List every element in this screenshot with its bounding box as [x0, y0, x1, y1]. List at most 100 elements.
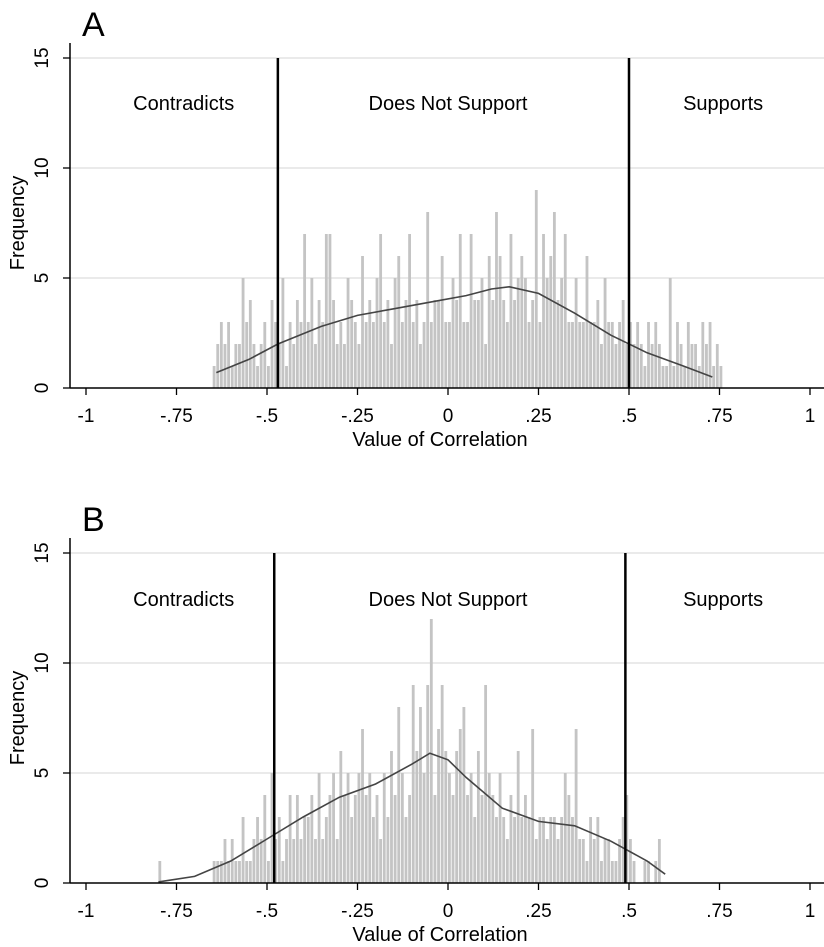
histogram-bar	[552, 817, 556, 883]
histogram-bar	[281, 278, 285, 388]
histogram-bar	[292, 344, 296, 388]
histogram-bar	[234, 861, 238, 883]
histogram-bar	[321, 839, 325, 883]
region-label: Supports	[683, 589, 763, 611]
histogram-bar	[694, 344, 697, 388]
histogram-bar	[429, 322, 433, 388]
histogram-bar	[607, 839, 611, 883]
histogram-bar	[455, 751, 459, 883]
histogram-bar	[625, 795, 629, 883]
histogram-bar	[560, 817, 564, 883]
histogram-bar	[592, 839, 596, 883]
histogram-bar	[335, 344, 339, 388]
histogram-bar	[270, 773, 274, 883]
histogram-bar	[415, 300, 419, 388]
histogram-bar	[603, 278, 607, 388]
histogram-bar	[603, 839, 607, 883]
x-tick-label: -.5	[256, 901, 278, 922]
histogram-bar	[400, 773, 404, 883]
histogram-bar	[502, 300, 506, 388]
histogram-bar	[534, 190, 538, 388]
histogram-bar	[328, 234, 332, 388]
histogram-bar	[274, 322, 278, 388]
histogram-bar	[589, 322, 592, 388]
histogram-bar	[596, 817, 600, 883]
histogram-bar	[422, 773, 426, 883]
histogram-bar	[621, 300, 625, 388]
histogram-bar	[600, 861, 603, 883]
x-tick-label: -.25	[341, 901, 374, 922]
y-axis-label: Frequency	[7, 671, 29, 766]
histogram-bar	[212, 366, 216, 388]
histogram-bar	[549, 817, 553, 883]
histogram-bar	[404, 300, 408, 388]
histogram-bar	[458, 729, 462, 883]
histogram-bar	[415, 751, 419, 883]
histogram-bar	[712, 366, 716, 388]
histogram-bar	[411, 322, 415, 388]
histogram-bar	[487, 773, 491, 883]
histogram-bar	[400, 322, 404, 388]
histogram-bar	[469, 773, 473, 883]
histogram-bar	[364, 795, 368, 883]
histogram-bar	[719, 366, 723, 388]
histogram-bar	[357, 344, 361, 388]
histogram-bar	[516, 751, 520, 883]
histogram-bar	[614, 861, 618, 883]
histogram-bar	[223, 344, 227, 388]
histogram-bar	[310, 278, 314, 388]
histogram-bar	[643, 366, 647, 388]
histogram-bar	[567, 795, 571, 883]
histogram-bar	[513, 817, 516, 883]
histogram-bar	[259, 839, 263, 883]
x-axis-label: Value of Correlation	[352, 429, 527, 451]
histogram-bar	[238, 861, 241, 883]
histogram-bar	[433, 300, 437, 388]
histogram-bar	[267, 366, 270, 388]
panel-label: B	[82, 501, 105, 539]
histogram-bar	[339, 751, 343, 883]
histogram-bar	[357, 773, 361, 883]
histogram-bar	[715, 344, 719, 388]
histogram-bar	[683, 366, 687, 388]
x-tick-label: 1	[805, 901, 816, 922]
x-tick-label: .25	[525, 406, 551, 427]
histogram-bar	[245, 322, 249, 388]
histogram-bar	[212, 861, 216, 883]
histogram-bar	[505, 839, 509, 883]
histogram-bar	[285, 366, 288, 388]
histogram-bar	[581, 839, 585, 883]
histogram-bar	[364, 322, 368, 388]
histogram-bar	[368, 773, 372, 883]
histogram-bar	[270, 300, 274, 388]
histogram-bar	[473, 300, 477, 388]
histogram-bar	[299, 322, 303, 388]
histogram-bar	[346, 773, 350, 883]
x-tick-label: 1	[805, 406, 816, 427]
histogram-bar	[306, 817, 310, 883]
region-label: Does Not Support	[369, 93, 528, 115]
histogram-bar	[484, 685, 488, 883]
histogram-bar	[448, 322, 451, 388]
histogram-bar	[538, 322, 542, 388]
y-tick-label: 0	[32, 383, 53, 394]
histogram-bar	[440, 685, 444, 883]
region-label: Contradicts	[133, 93, 234, 115]
histogram-bar	[509, 234, 513, 388]
histogram-bar	[433, 795, 437, 883]
histogram-bar	[520, 817, 524, 883]
histogram-bar	[314, 839, 317, 883]
histogram-bar	[375, 278, 379, 388]
histogram-bar	[343, 795, 346, 883]
x-tick-label: -1	[78, 406, 95, 427]
histogram-bar	[248, 861, 252, 883]
histogram-bar	[509, 795, 513, 883]
histogram-bar	[422, 322, 426, 388]
histogram-bar	[600, 344, 603, 388]
histogram-bar	[306, 322, 310, 388]
x-tick-label: -.75	[160, 406, 193, 427]
histogram-bar	[574, 278, 578, 388]
histogram-bar	[375, 795, 379, 883]
histogram-bar	[241, 817, 245, 883]
